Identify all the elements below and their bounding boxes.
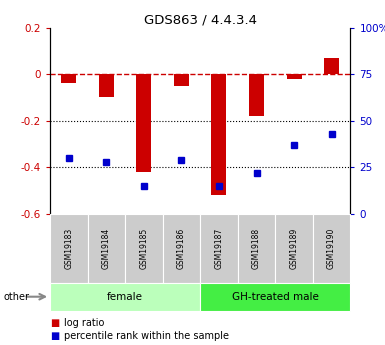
Text: female: female: [107, 292, 143, 302]
Bar: [174, 74, 189, 86]
Bar: [238, 214, 275, 283]
Title: GDS863 / 4.4.3.4: GDS863 / 4.4.3.4: [144, 13, 257, 27]
Text: GSM19183: GSM19183: [64, 228, 73, 269]
Text: GSM19189: GSM19189: [290, 228, 298, 269]
Bar: [61, 74, 76, 83]
Bar: [88, 214, 125, 283]
Text: GSM19188: GSM19188: [252, 228, 261, 269]
Text: GSM19187: GSM19187: [214, 228, 223, 269]
Bar: [50, 214, 88, 283]
Text: GSM19184: GSM19184: [102, 228, 111, 269]
Bar: [249, 74, 264, 116]
Bar: [200, 214, 238, 283]
Text: ■: ■: [50, 318, 59, 327]
Bar: [50, 283, 200, 310]
Text: GSM19185: GSM19185: [139, 228, 148, 269]
Text: GSM19186: GSM19186: [177, 228, 186, 269]
Text: GSM19190: GSM19190: [327, 228, 336, 269]
Bar: [99, 74, 114, 97]
Bar: [163, 214, 200, 283]
Bar: [275, 214, 313, 283]
Bar: [125, 214, 163, 283]
Text: other: other: [4, 292, 30, 302]
Bar: [286, 74, 301, 79]
Bar: [211, 74, 226, 195]
Bar: [200, 283, 350, 310]
Text: percentile rank within the sample: percentile rank within the sample: [64, 332, 229, 341]
Text: ■: ■: [50, 332, 59, 341]
Bar: [313, 214, 350, 283]
Bar: [136, 74, 151, 172]
Bar: [324, 58, 339, 74]
Text: GH-treated male: GH-treated male: [232, 292, 319, 302]
Text: log ratio: log ratio: [64, 318, 104, 327]
